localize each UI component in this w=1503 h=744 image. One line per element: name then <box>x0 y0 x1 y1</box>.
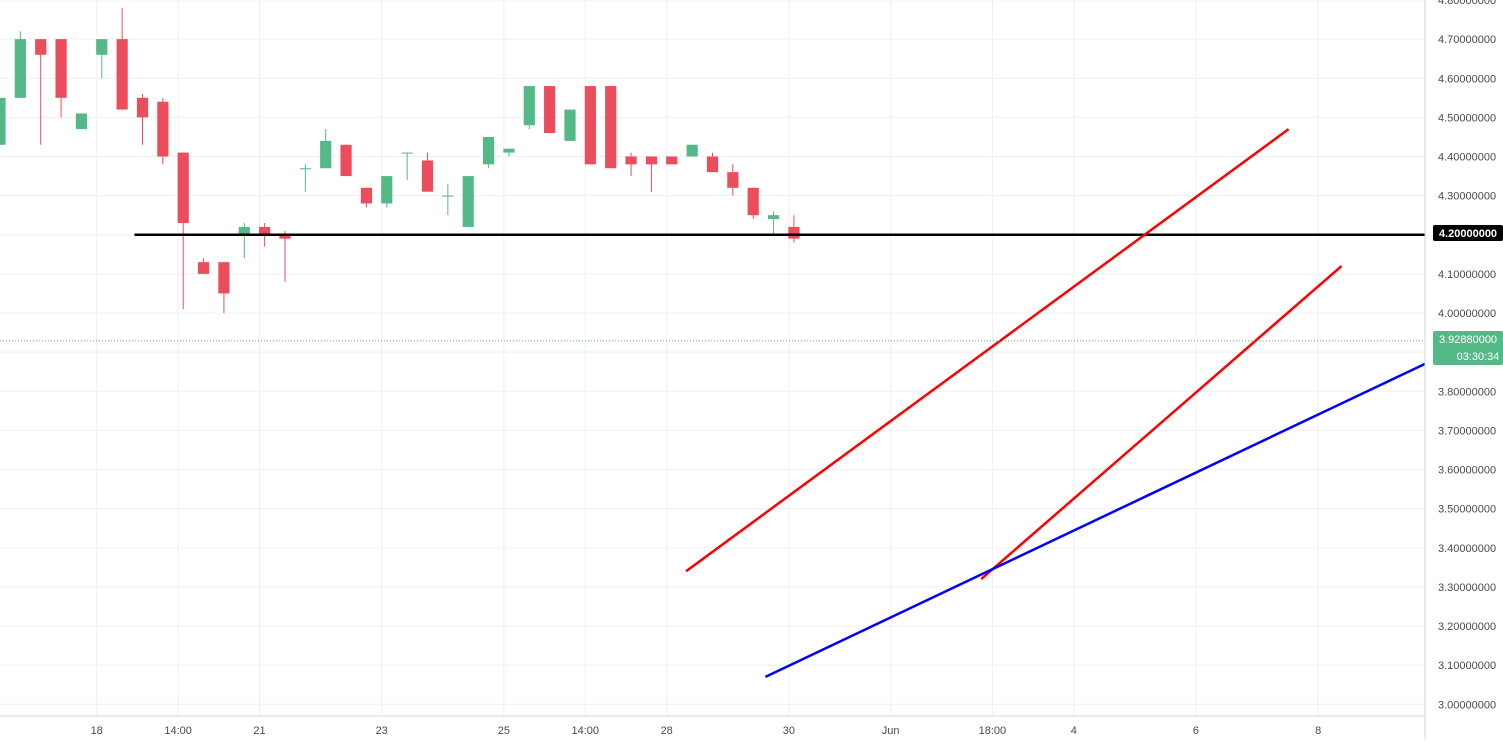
candle-down <box>177 152 189 224</box>
candle-down <box>747 187 759 216</box>
y-tick-label: 3.60000000 <box>1438 465 1496 477</box>
price-countdown: 03:30:34 <box>1457 351 1500 363</box>
candle-up <box>401 152 413 154</box>
candle-down <box>340 144 352 177</box>
y-tick-label: 3.50000000 <box>1438 504 1496 516</box>
candle-down <box>197 262 210 274</box>
candle-down <box>421 160 434 192</box>
x-tick-label: 6 <box>1193 725 1199 737</box>
candle-down <box>645 156 658 165</box>
candle-up <box>686 144 698 157</box>
price-tag-label: 3.92880000 <box>1439 334 1497 346</box>
candle-up <box>96 39 108 55</box>
x-tick-label: 28 <box>661 725 673 737</box>
y-tick-label: 3.80000000 <box>1438 386 1496 398</box>
x-tick-label: 8 <box>1315 725 1321 737</box>
candle-down <box>35 39 47 55</box>
y-tick-label: 4.00000000 <box>1438 308 1496 320</box>
candle-up <box>238 226 250 235</box>
candle-down <box>116 39 128 110</box>
x-tick-label: 25 <box>498 725 510 737</box>
resistance-tag-bg <box>1433 225 1503 241</box>
x-tick-label: 18:00 <box>979 725 1007 737</box>
y-tick-label: 4.50000000 <box>1438 112 1496 124</box>
candle-down <box>55 39 67 98</box>
candle-up <box>503 148 515 153</box>
y-tick-label: 4.70000000 <box>1438 34 1496 46</box>
x-tick-label: Jun <box>882 725 900 737</box>
y-tick-label: 4.40000000 <box>1438 152 1496 164</box>
y-tick-label: 3.70000000 <box>1438 425 1496 437</box>
candle-up <box>462 176 474 227</box>
candle-down <box>279 234 291 239</box>
candle-up <box>442 195 454 197</box>
candle-up <box>381 176 393 204</box>
candles <box>0 7 800 314</box>
y-tick-label: 3.40000000 <box>1438 543 1496 555</box>
candle-up <box>299 168 311 170</box>
candle-down <box>544 86 556 134</box>
y-tick-label: 3.00000000 <box>1438 699 1496 711</box>
resistance-tag-label: 4.20000000 <box>1439 228 1497 240</box>
y-tick-label: 4.80000000 <box>1438 0 1496 7</box>
candle-up <box>482 136 495 165</box>
candle-down <box>136 97 149 118</box>
grid-lines <box>0 0 1425 716</box>
x-tick-label: 14:00 <box>164 725 192 737</box>
candle-down <box>706 156 719 173</box>
x-tick-label: 14:00 <box>572 725 600 737</box>
candle-up <box>523 86 535 126</box>
candle-down <box>259 226 271 235</box>
candle-down <box>625 156 637 165</box>
candle-down <box>218 262 230 294</box>
candle-down <box>157 101 169 157</box>
y-tick-label: 3.30000000 <box>1438 582 1496 594</box>
price-tags: 4.20000000 3.92880000 03:30:34 <box>1433 225 1503 365</box>
candle-down <box>605 86 617 169</box>
candle-up <box>564 109 576 141</box>
price-tag-bg <box>1433 331 1503 365</box>
channel-upper-line <box>685 128 1290 573</box>
candle-up <box>767 215 780 220</box>
x-tick-label: 18 <box>91 725 103 737</box>
support-trendline <box>764 362 1426 679</box>
candle-up <box>14 39 26 98</box>
y-tick-label: 4.60000000 <box>1438 73 1496 85</box>
candle-up <box>0 97 6 145</box>
candle-down <box>584 86 596 165</box>
candle-down <box>360 187 373 204</box>
x-tick-label: 30 <box>783 725 795 737</box>
drawings[interactable] <box>0 128 1426 679</box>
x-tick-label: 21 <box>253 725 265 737</box>
x-tick-label: 23 <box>376 725 388 737</box>
candle-up <box>320 140 332 169</box>
channel-lower-line <box>980 265 1343 581</box>
y-tick-label: 4.10000000 <box>1438 269 1496 281</box>
candle-down <box>788 226 800 239</box>
y-tick-label: 3.10000000 <box>1438 660 1496 672</box>
candle-down <box>666 156 678 165</box>
y-tick-label: 3.20000000 <box>1438 621 1496 633</box>
y-tick-label: 4.30000000 <box>1438 191 1496 203</box>
candle-up <box>75 113 88 130</box>
candle-down <box>727 172 739 188</box>
x-tick-label: 4 <box>1071 725 1077 737</box>
